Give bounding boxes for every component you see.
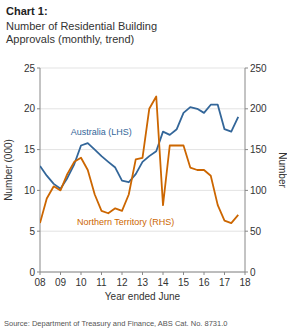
x-axis-label: Year ended June <box>105 291 181 302</box>
series-line <box>40 105 238 189</box>
series-label: Northern Territory (RHS) <box>77 217 174 227</box>
y-axis-line <box>40 68 41 272</box>
x-tick-label: 18 <box>239 277 251 288</box>
grid-line <box>40 68 245 69</box>
x-tick <box>204 272 205 275</box>
y2-axis-line <box>245 68 246 272</box>
y-tick-label: 10 <box>24 185 36 196</box>
x-tick <box>122 272 123 275</box>
grid-line <box>40 149 245 150</box>
y2-tick-label: 150 <box>250 144 267 155</box>
plot-area <box>40 97 238 223</box>
series-label: Australia (LHS) <box>71 127 132 137</box>
y-tick <box>37 108 40 109</box>
x-tick-label: 08 <box>34 277 46 288</box>
y2-tick-label: 250 <box>250 63 267 74</box>
source: Source: Department of Treasury and Finan… <box>4 319 227 328</box>
y2-tick <box>245 231 248 232</box>
grid-line <box>40 231 245 232</box>
x-tick-label: 11 <box>96 277 107 288</box>
x-tick-label: 17 <box>219 277 231 288</box>
subtitle: Number of Residential BuildingApprovals … <box>6 20 157 45</box>
y2-axis-label: Number <box>277 152 287 188</box>
y-tick-label: 0 <box>29 267 35 278</box>
y2-tick-label: 50 <box>250 226 262 237</box>
x-tick-label: 10 <box>75 277 87 288</box>
y-tick-label: 5 <box>29 226 35 237</box>
x-tick <box>40 272 41 275</box>
x-tick <box>101 272 102 275</box>
grid-line <box>40 108 245 109</box>
title: Chart 1: <box>6 5 48 17</box>
x-tick <box>245 272 246 275</box>
x-tick <box>142 272 143 275</box>
grid <box>40 68 245 272</box>
y-tick-label: 25 <box>24 63 36 74</box>
x-tick-label: 14 <box>157 277 169 288</box>
y2-tick <box>245 108 248 109</box>
x-tick <box>81 272 82 275</box>
y-tick <box>37 149 40 150</box>
y-tick <box>37 231 40 232</box>
chart: Chart 1: Number of Residential BuildingAp… <box>0 0 287 331</box>
x-tick <box>163 272 164 275</box>
x-tick-label: 15 <box>178 277 190 288</box>
y2-tick-label: 200 <box>250 103 267 114</box>
y-axis-label: Number (000) <box>3 139 14 201</box>
x-tick-label: 12 <box>116 277 128 288</box>
y-tick <box>37 68 40 69</box>
y2-tick-label: 100 <box>250 185 267 196</box>
x-tick-label: 09 <box>55 277 67 288</box>
series-line <box>40 97 238 223</box>
y-tick-label: 15 <box>24 144 36 155</box>
x-tick <box>224 272 225 275</box>
y2-tick <box>245 68 248 69</box>
x-tick <box>60 272 61 275</box>
y2-tick <box>245 149 248 150</box>
x-tick-label: 13 <box>137 277 149 288</box>
y-tick <box>37 190 40 191</box>
y2-tick-label: 0 <box>250 267 256 278</box>
y-tick-label: 20 <box>24 103 36 114</box>
x-tick-label: 16 <box>198 277 210 288</box>
x-tick <box>183 272 184 275</box>
y2-tick <box>245 190 248 191</box>
